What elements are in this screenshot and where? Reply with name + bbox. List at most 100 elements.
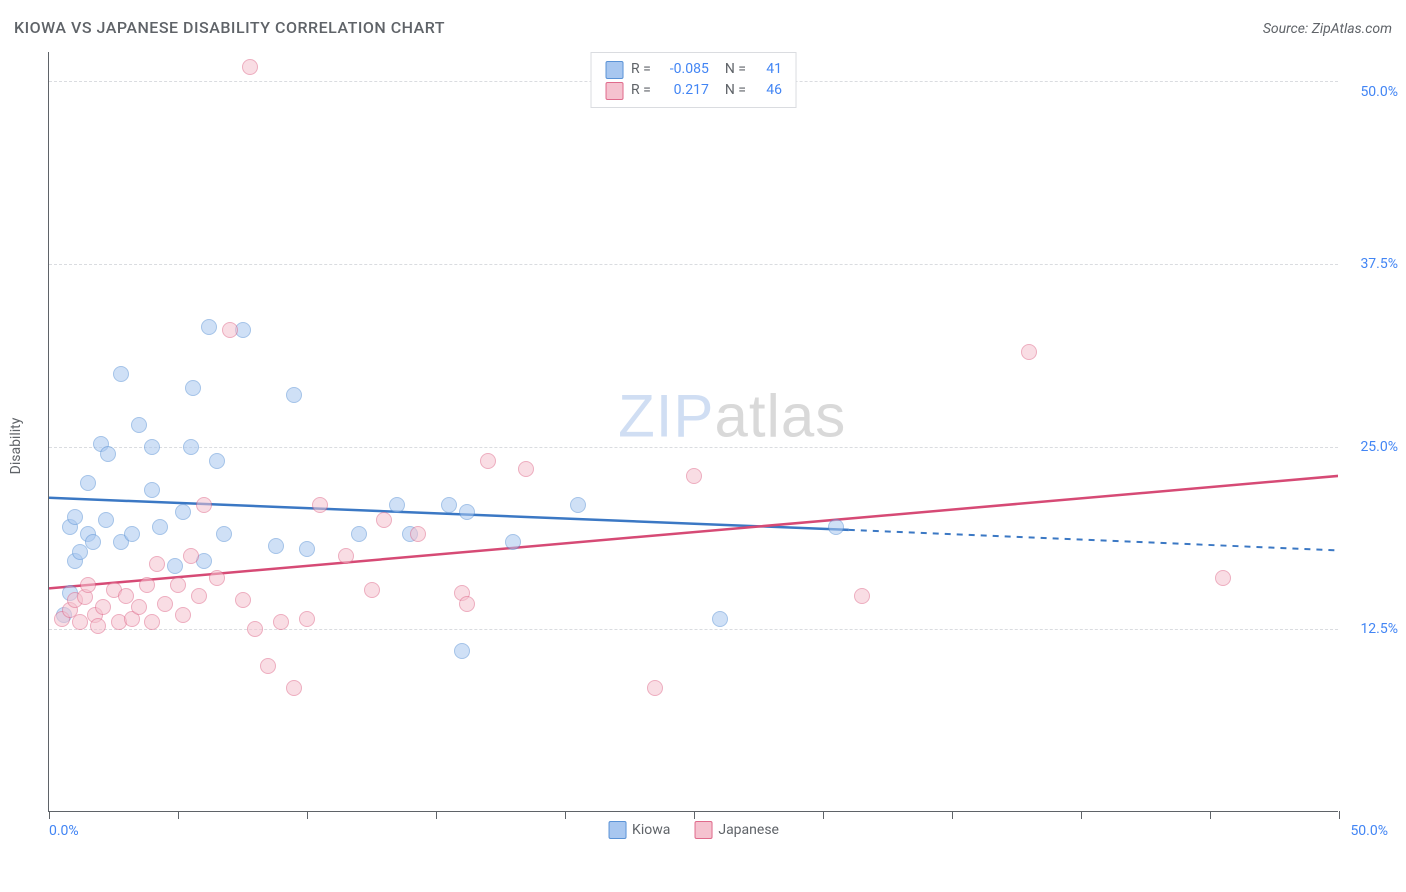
scatter-point [183, 548, 199, 564]
legend-swatch [694, 821, 712, 839]
scatter-point [144, 614, 160, 630]
scatter-point [131, 417, 147, 433]
scatter-point [312, 497, 328, 513]
scatter-point [389, 497, 405, 513]
legend-item: Kiowa [608, 821, 670, 839]
scatter-point [196, 497, 212, 513]
scatter-point [505, 534, 521, 550]
scatter-point [570, 497, 586, 513]
scatter-point [80, 577, 96, 593]
legend-item: Japanese [694, 821, 779, 839]
scatter-point [144, 439, 160, 455]
y-tick-label: 50.0% [1343, 84, 1398, 100]
x-tick [307, 811, 308, 819]
scatter-point [157, 596, 173, 612]
scatter-point [260, 658, 276, 674]
scatter-point [299, 541, 315, 557]
scatter-point [124, 526, 140, 542]
scatter-point [459, 504, 475, 520]
x-tick [1081, 811, 1082, 819]
scatter-point [410, 526, 426, 542]
scatter-point [712, 611, 728, 627]
legend-label: Kiowa [632, 822, 670, 838]
x-tick [436, 811, 437, 819]
scatter-point [235, 592, 251, 608]
legend-row: R =-0.085N =41 [605, 59, 782, 80]
scatter-point [183, 439, 199, 455]
y-axis-title: Disability [8, 418, 24, 475]
scatter-point [216, 526, 232, 542]
scatter-point [98, 512, 114, 528]
scatter-point [376, 512, 392, 528]
scatter-point [286, 387, 302, 403]
gridline [49, 629, 1338, 630]
scatter-point [90, 618, 106, 634]
y-tick-label: 37.5% [1343, 256, 1398, 272]
scatter-point [441, 497, 457, 513]
y-tick-label: 12.5% [1343, 621, 1398, 637]
scatter-point [268, 538, 284, 554]
n-value: 46 [754, 80, 782, 101]
x-tick [694, 811, 695, 819]
x-tick-label-end: 50.0% [1350, 823, 1388, 839]
legend-swatch [605, 61, 623, 79]
scatter-point [299, 611, 315, 627]
scatter-point [247, 621, 263, 637]
scatter-point [364, 582, 380, 598]
x-tick [823, 811, 824, 819]
legend-row: R =0.217N =46 [605, 80, 782, 101]
scatter-point [80, 475, 96, 491]
gridline [49, 264, 1338, 265]
scatter-point [67, 509, 83, 525]
scatter-point [854, 588, 870, 604]
scatter-point [131, 599, 147, 615]
scatter-point [152, 519, 168, 535]
x-tick [178, 811, 179, 819]
legend-label: Japanese [718, 822, 779, 838]
scatter-point [201, 319, 217, 335]
scatter-point [95, 599, 111, 615]
watermark: ZIPatlas [618, 382, 846, 451]
scatter-point [1021, 344, 1037, 360]
scatter-point [459, 596, 475, 612]
r-value: 0.217 [659, 80, 709, 101]
scatter-point [209, 453, 225, 469]
trend-lines [49, 52, 1338, 811]
scatter-point [113, 366, 129, 382]
scatter-point [185, 380, 201, 396]
n-value: 41 [754, 59, 782, 80]
scatter-point [1215, 570, 1231, 586]
series-legend: Kiowa Japanese [608, 821, 779, 839]
scatter-point [454, 643, 470, 659]
x-tick [565, 811, 566, 819]
scatter-point [149, 556, 165, 572]
scatter-point [175, 607, 191, 623]
scatter-point [170, 577, 186, 593]
scatter-point [139, 577, 155, 593]
gridline [49, 447, 1338, 448]
r-value: -0.085 [659, 59, 709, 80]
title-bar: KIOWA VS JAPANESE DISABILITY CORRELATION… [14, 18, 1392, 37]
correlation-legend: R =-0.085N =41R =0.217N =46 [590, 52, 797, 108]
scatter-point [242, 59, 258, 75]
x-tick [952, 811, 953, 819]
scatter-point [518, 461, 534, 477]
y-tick-label: 25.0% [1343, 439, 1398, 455]
scatter-point [351, 526, 367, 542]
scatter-point [828, 519, 844, 535]
scatter-point [175, 504, 191, 520]
x-tick [49, 811, 50, 819]
legend-swatch [608, 821, 626, 839]
scatter-point [286, 680, 302, 696]
scatter-point [191, 588, 207, 604]
legend-swatch [605, 82, 623, 100]
scatter-point [100, 446, 116, 462]
x-tick [1210, 811, 1211, 819]
x-tick-label-start: 0.0% [49, 823, 79, 839]
scatter-point [144, 482, 160, 498]
scatter-point [647, 680, 663, 696]
source-label: Source: ZipAtlas.com [1263, 21, 1392, 37]
chart-title: KIOWA VS JAPANESE DISABILITY CORRELATION… [14, 18, 445, 37]
scatter-point [72, 614, 88, 630]
scatter-point [167, 558, 183, 574]
